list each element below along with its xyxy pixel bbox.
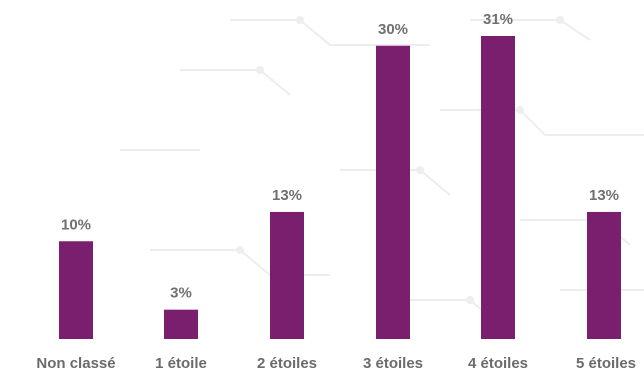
category-label: 2 étoiles [257, 355, 317, 372]
value-labels-layer: 10% 3% 13% 30% 31% 13% [61, 11, 619, 302]
category-labels-layer: Non classé 1 étoile 2 étoiles 3 étoiles 4 ét… [36, 355, 636, 372]
bar-1 [164, 309, 198, 339]
bar-0 [59, 241, 93, 339]
bar-5 [587, 211, 621, 339]
background-decoration [120, 16, 644, 326]
bar-2 [270, 211, 304, 339]
category-label: 5 étoiles [576, 355, 636, 372]
bar-value-label: 13% [589, 187, 619, 204]
category-label: Non classé [36, 355, 115, 372]
bar-value-label: 3% [170, 285, 192, 302]
bar-value-label: 13% [272, 187, 302, 204]
bars-layer [59, 36, 621, 339]
category-label: 4 étoiles [468, 355, 528, 372]
bar-3 [376, 45, 410, 339]
category-label: 1 étoile [155, 355, 207, 372]
bar-value-label: 10% [61, 216, 91, 233]
bar-value-label: 30% [378, 21, 408, 38]
category-label: 3 étoiles [363, 355, 423, 372]
bar-value-label: 31% [483, 11, 513, 28]
bar-4 [481, 36, 515, 339]
